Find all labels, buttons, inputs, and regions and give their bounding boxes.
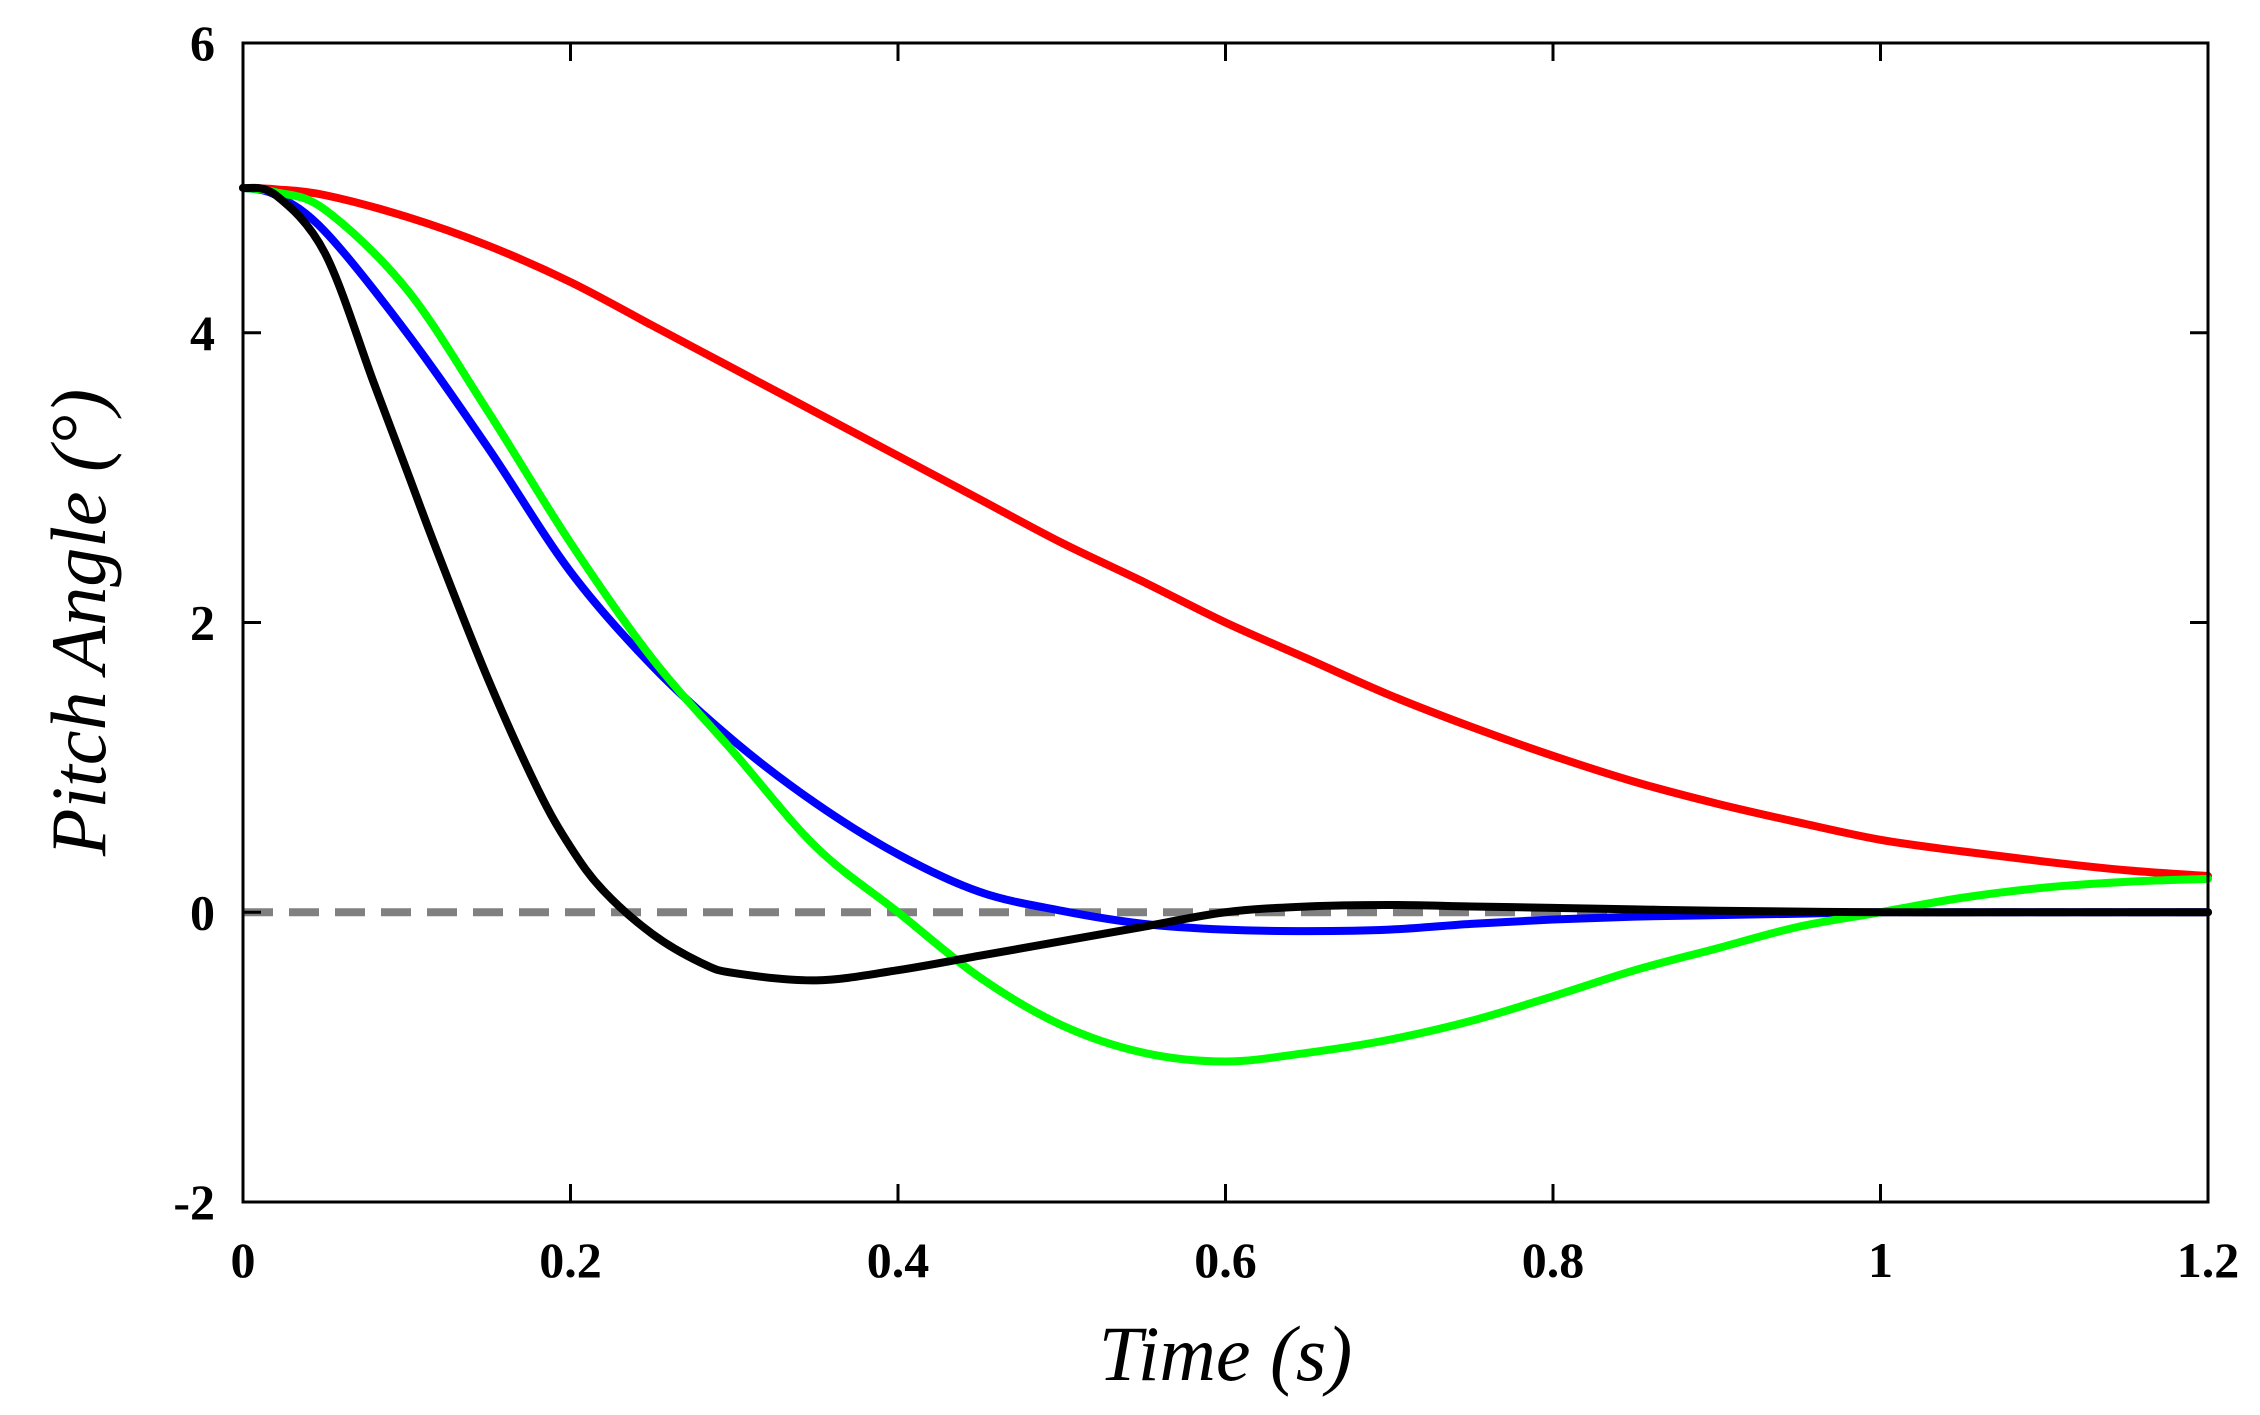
- x-tick-label: 0.4: [867, 1232, 930, 1288]
- x-tick-label: 1: [1868, 1232, 1893, 1288]
- y-tick-label: 2: [190, 595, 215, 651]
- y-tick-label: -2: [173, 1174, 215, 1230]
- y-tick-label: 6: [190, 15, 215, 71]
- x-tick-label: 0.2: [539, 1232, 602, 1288]
- x-tick-label: 0.8: [1522, 1232, 1585, 1288]
- y-axis-title: Pitch Angle (°): [35, 389, 122, 857]
- x-axis-title: Time (s): [1099, 1310, 1353, 1397]
- y-tick-label: 4: [190, 305, 215, 361]
- series-line-black: [239, 183, 2212, 985]
- series-line-green: [239, 183, 2212, 1066]
- series-line-red: [239, 183, 2212, 881]
- x-tick-label: 0: [231, 1232, 256, 1288]
- y-tick-label: 0: [190, 884, 215, 940]
- x-tick-label: 0.6: [1194, 1232, 1257, 1288]
- series-line-blue: [239, 183, 2212, 936]
- x-tick-label: 1.2: [2177, 1232, 2240, 1288]
